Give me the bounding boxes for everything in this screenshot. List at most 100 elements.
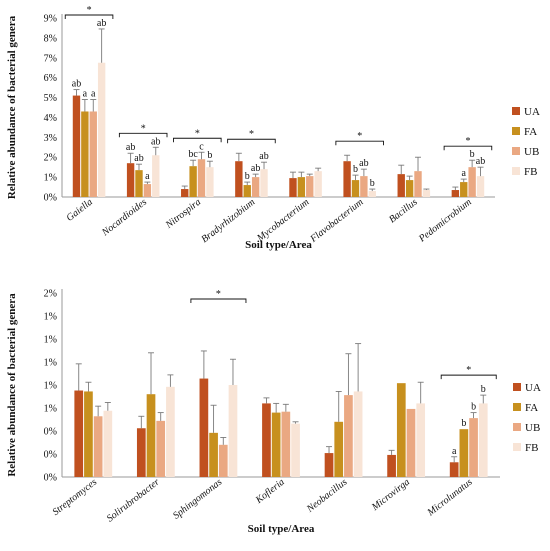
y-tick-label: 2% (44, 289, 57, 300)
significance-letter: ab (97, 18, 106, 29)
significance-letter: ab (134, 153, 143, 164)
significance-bracket (64, 14, 114, 19)
bar-FB (291, 423, 300, 477)
significance-letter: ab (151, 136, 160, 147)
significance-star: * (195, 128, 200, 139)
legend-label: FA (524, 126, 537, 138)
bar-FB (422, 190, 431, 197)
bar-FA (81, 111, 89, 197)
significance-letter: b (207, 150, 212, 161)
significance-star: * (141, 123, 146, 134)
legend-label: FB (525, 442, 538, 454)
significance-bracket (227, 138, 276, 144)
bar-FB (416, 403, 426, 477)
significance-letter: ab (126, 142, 135, 153)
y-tick-label: 0% (44, 473, 57, 484)
bar-FA (351, 180, 360, 197)
y-tick-label: 6% (44, 73, 57, 84)
bar-UA (451, 190, 460, 197)
bar-UB (360, 176, 368, 197)
bar-UB (218, 444, 228, 477)
x-category-label: Flavobacterium (308, 197, 366, 246)
bar-FA (405, 180, 414, 197)
bar-UA (343, 161, 351, 197)
y-tick-label: 8% (44, 33, 57, 44)
legend-swatch-UA (512, 107, 520, 115)
bar-FB (368, 191, 376, 197)
y-tick-label: 3% (44, 133, 57, 144)
significance-letter: bc (188, 149, 198, 160)
x-category-label: Microvirga (369, 477, 412, 514)
bar-UB (93, 416, 103, 477)
bar-FA (189, 166, 197, 197)
bar-UA (289, 178, 297, 197)
significance-star: * (465, 136, 470, 147)
bar-UA (387, 454, 396, 477)
significance-bracket (173, 137, 222, 143)
bar-FB (103, 410, 113, 477)
bar-UA (181, 189, 189, 197)
bar-UA (74, 390, 84, 477)
legend-swatch-FA (512, 127, 520, 135)
bar-FB (152, 155, 160, 197)
significance-letter: a (91, 89, 96, 100)
chart-2: 0% 0% 0% 1% 1% 1% 1% 1% 2% Relative abundance of … (6, 289, 541, 536)
x-category-label: Mycobacterium (254, 197, 311, 245)
significance-star: * (466, 365, 471, 376)
x-category-label: Streptomyces (51, 477, 100, 518)
y-tick-label: 0% (44, 427, 57, 438)
bar-UB (469, 418, 478, 477)
y-tick-label: 1% (44, 404, 57, 415)
bar-UB (414, 171, 422, 197)
chart-1: 0% 1% 2% 3% 4% 5% 6% 7% 8% 9% Relative abundance o… (6, 5, 540, 251)
bar-FA (84, 391, 93, 477)
bar-UB (281, 411, 291, 477)
y-tick-label: 2% (44, 153, 57, 164)
bar-UB (251, 177, 260, 197)
significance-bracket (335, 140, 384, 146)
significance-letter: c (199, 141, 204, 152)
bar-FB (478, 403, 488, 477)
bar-UA (72, 95, 81, 197)
bar-FB (228, 385, 238, 477)
significance-letter: ab (72, 79, 81, 90)
y-axis-title: Relative abundance of bacterial genera (6, 293, 18, 477)
bar-UB (406, 408, 416, 477)
bar-UB (156, 420, 166, 477)
bar-UA (449, 462, 459, 477)
x-category-label: Gaiella (64, 197, 94, 224)
significance-bracket (190, 298, 247, 303)
significance-letter: ab (476, 156, 485, 167)
x-category-label: Pedomicrobium (416, 197, 474, 245)
significance-letter: b (245, 171, 250, 182)
bar-FB (476, 176, 485, 197)
significance-bracket (118, 132, 168, 138)
legend-swatch-UA (513, 383, 521, 391)
legend-swatch-UB (513, 423, 521, 431)
x-category-label: Bradyrhizobium (199, 197, 257, 246)
legend-label: UA (525, 382, 541, 394)
bar-FA (243, 185, 251, 197)
significance-letter: b (370, 178, 375, 189)
significance-letter: a (462, 168, 467, 179)
bar-UA (262, 403, 271, 477)
bar-UA (397, 174, 405, 197)
significance-letter: b (470, 149, 475, 160)
x-axis-title: Soil type/Area (245, 239, 312, 251)
bar-FA (297, 177, 306, 197)
y-tick-label: 5% (44, 93, 57, 104)
bar-FA (396, 383, 406, 477)
bar-UB (344, 395, 353, 477)
legend-swatch-FA (513, 403, 521, 411)
significance-letter: b (471, 402, 476, 413)
bar-FB (97, 62, 106, 197)
y-tick-label: 0% (44, 193, 57, 204)
y-tick-label: 4% (44, 113, 57, 124)
bar-FA (209, 432, 218, 477)
bar-FB (314, 171, 322, 197)
significance-star: * (216, 289, 221, 300)
legend-swatch-FB (512, 167, 520, 175)
legend-swatch-UB (512, 147, 520, 155)
y-tick-label: 9% (44, 14, 57, 25)
bar-UB (468, 167, 476, 197)
